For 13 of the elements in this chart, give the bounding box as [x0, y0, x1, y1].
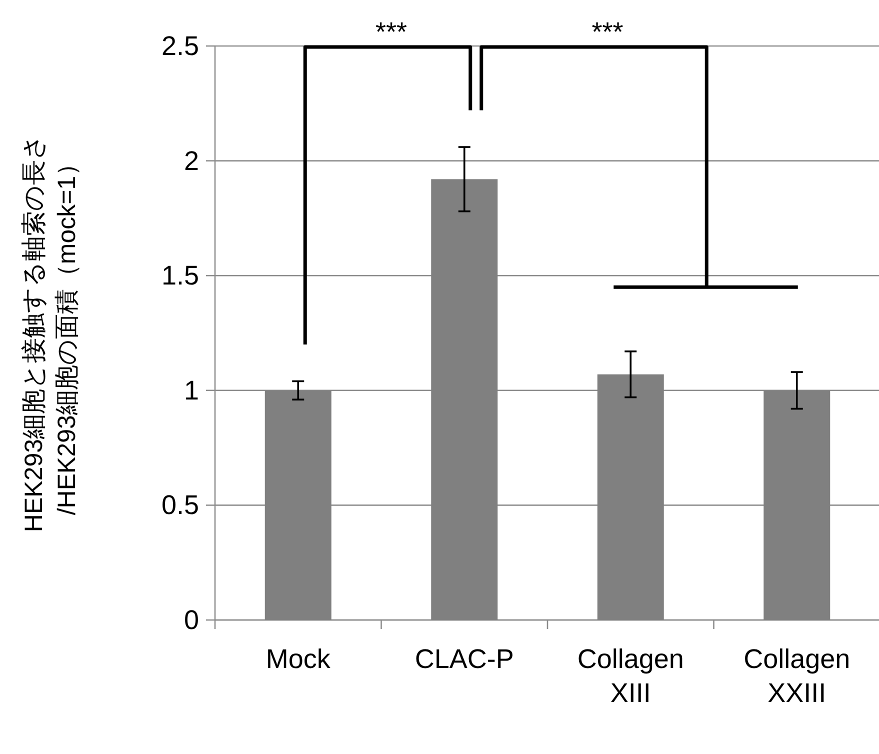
y-tick-label: 0 — [184, 605, 199, 635]
y-tick-label: 2 — [184, 146, 199, 176]
y-axis-title: HEK293細胞と接触する軸索の長さ /HEK293細胞の面積（mock=1） — [20, 134, 81, 532]
y-tick-label: 0.5 — [161, 490, 199, 520]
x-tick-label: CLAC-P — [414, 644, 514, 674]
y-tick-label: 2.5 — [161, 31, 199, 61]
x-tick-label: Collagen XXIII — [744, 644, 850, 708]
x-tick-label: Collagen XIII — [577, 644, 684, 708]
y-tick-label: 1 — [184, 375, 199, 406]
y-tick-label: 1.5 — [161, 260, 199, 291]
annotation: *** — [375, 17, 408, 47]
x-tick-label: Mock — [266, 644, 331, 674]
annotation: *** — [592, 17, 624, 47]
